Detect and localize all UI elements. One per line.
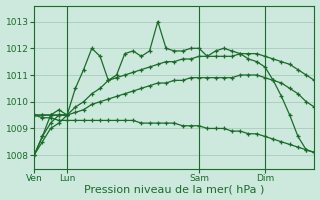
X-axis label: Pression niveau de la mer( hPa ): Pression niveau de la mer( hPa ) [84, 184, 264, 194]
